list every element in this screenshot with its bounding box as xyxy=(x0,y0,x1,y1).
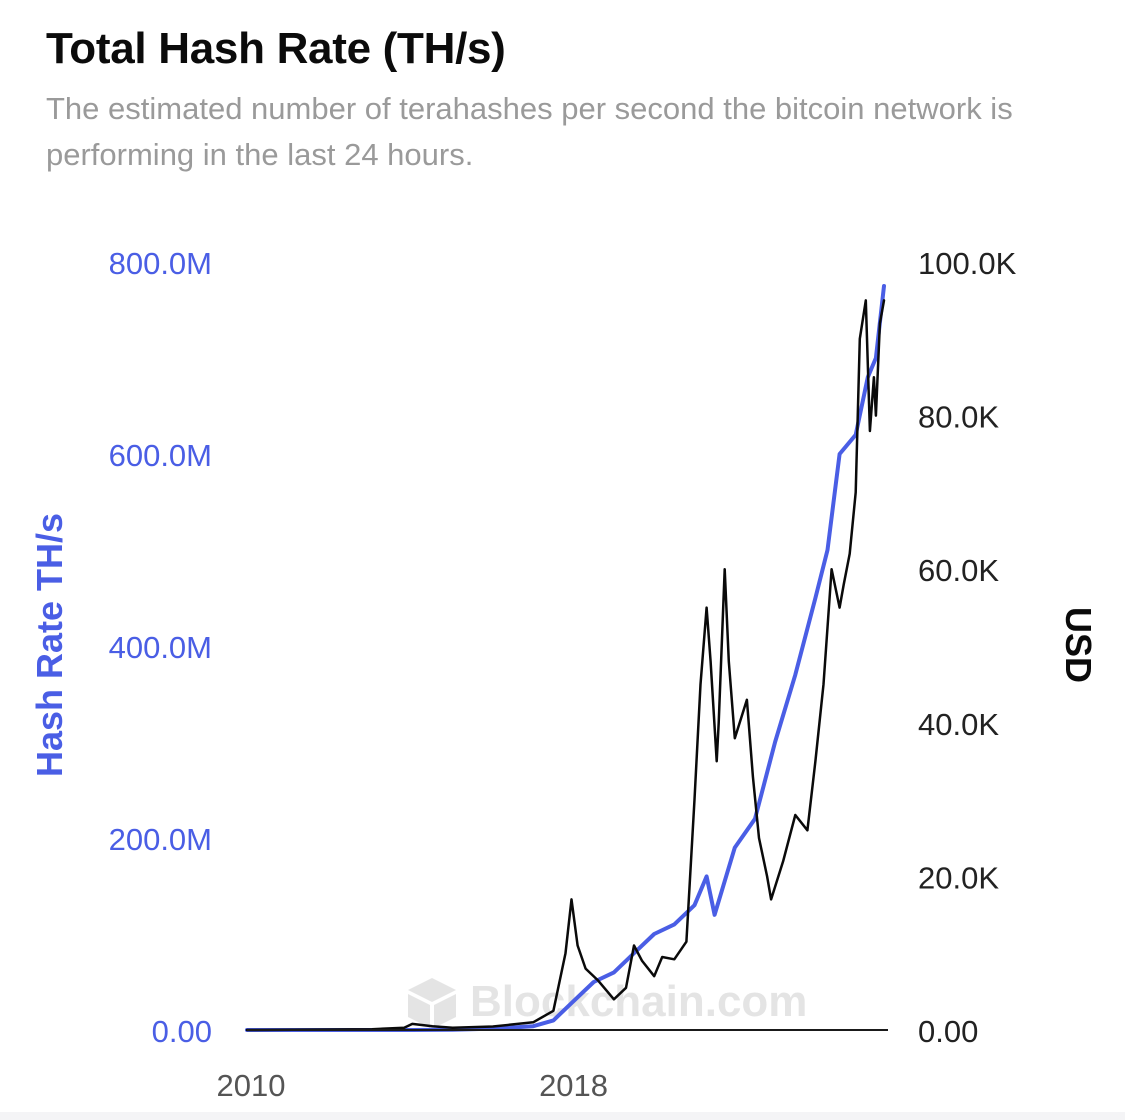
chart-title: Total Hash Rate (TH/s) xyxy=(46,24,506,73)
x-axis-ticks: 2010 2018 xyxy=(217,1068,608,1103)
right-tick-label: 80.0K xyxy=(918,400,999,435)
right-tick-label: 0.00 xyxy=(918,1014,978,1049)
right-axis-ticks: 0.00 20.0K 40.0K 60.0K 80.0K 100.0K xyxy=(918,246,1017,1049)
right-tick-label: 40.0K xyxy=(918,707,999,742)
left-tick-label: 400.0M xyxy=(109,630,212,665)
watermark-text: Blockchain.com xyxy=(470,977,807,1026)
left-tick-label: 800.0M xyxy=(109,246,212,281)
left-tick-label: 200.0M xyxy=(109,822,212,857)
market-price-series-line xyxy=(245,299,886,1032)
right-tick-label: 20.0K xyxy=(918,860,999,895)
x-tick-label: 2018 xyxy=(539,1068,608,1103)
blockchain-watermark: Blockchain.com xyxy=(408,977,807,1028)
hash-rate-series-line xyxy=(245,284,886,1032)
right-axis-title: USD xyxy=(1058,607,1099,683)
bottom-divider xyxy=(0,1112,1125,1120)
left-axis-title: Hash Rate TH/s xyxy=(29,513,70,777)
right-tick-label: 100.0K xyxy=(918,246,1017,281)
x-tick-label: 2010 xyxy=(217,1068,286,1103)
left-tick-label: 600.0M xyxy=(109,438,212,473)
left-tick-label: 0.00 xyxy=(152,1014,212,1049)
series-layer xyxy=(245,284,886,1032)
chart-subtitle: The estimated number of terahashes per s… xyxy=(46,91,1013,172)
left-axis-ticks: 0.00 200.0M 400.0M 600.0M 800.0M xyxy=(109,246,212,1049)
right-tick-label: 60.0K xyxy=(918,553,999,588)
blockchain-logo-icon xyxy=(408,978,456,1028)
